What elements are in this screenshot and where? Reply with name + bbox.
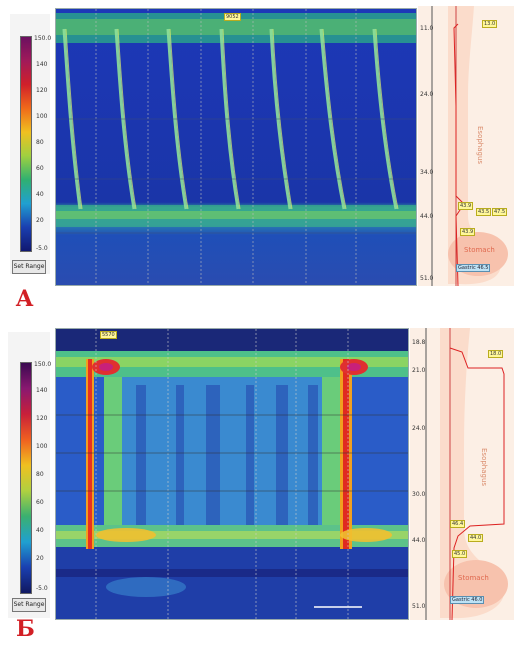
- colorbar-tick: 100: [36, 443, 48, 450]
- pressure-tag: 46.4: [450, 520, 466, 528]
- esophagus-label: Esophagus: [476, 126, 484, 165]
- colorbar-panel-a: 150.0 140 120 100 80 60 40 20 -5.0 Set R…: [10, 14, 52, 274]
- colorbar-tick: 140: [36, 387, 48, 394]
- depth-tick: 18.8: [412, 339, 426, 346]
- colorbar-tick: 140: [36, 61, 48, 68]
- pressure-tag: 43.9: [460, 228, 476, 236]
- depth-tick: 24.0: [420, 91, 434, 98]
- pressure-topography-plot-b: 5570: [55, 328, 409, 620]
- panel-a: 150.0 140 120 100 80 60 40 20 -5.0 Set R…: [0, 0, 524, 312]
- stomach-label: Stomach: [464, 246, 495, 254]
- colorbar-tick: 20: [36, 555, 44, 562]
- colorbar-tick: 80: [36, 471, 44, 478]
- colorbar-tick: 150.0: [34, 361, 52, 368]
- colorbar-tick: 40: [36, 191, 44, 198]
- depth-tick: 30.0: [412, 491, 426, 498]
- depth-tick: 44.0: [420, 213, 434, 220]
- pressure-tag: 47.5: [492, 208, 508, 216]
- depth-tick: 44.0: [412, 537, 426, 544]
- gastric-pressure-box: Gastric 46.0: [450, 596, 485, 604]
- pressure-topography-plot-a: 9052: [55, 8, 417, 286]
- pressure-tag: 44.0: [468, 534, 484, 542]
- pressure-tag: 43.9: [458, 202, 474, 210]
- catheter-schematic-a: 11.0 24.0 34.0 44.0 51.0 13.0 43.9 43.5 …: [418, 6, 514, 286]
- panel-letter-a: A: [16, 286, 34, 312]
- colorbar-tick: 40: [36, 527, 44, 534]
- panel-letter-b: Б: [16, 616, 35, 642]
- set-range-button[interactable]: Set Range: [12, 598, 46, 612]
- colorbar-gradient: [20, 362, 32, 594]
- colorbar-tick: 100: [36, 113, 48, 120]
- colorbar-panel-b: 150.0 140 120 100 80 60 40 20 -5.0 Set R…: [8, 332, 52, 618]
- pressure-tag: 43.5: [476, 208, 492, 216]
- top-marker: 9052: [224, 13, 241, 21]
- colorbar-tick: 60: [36, 165, 44, 172]
- depth-tick: 51.0: [420, 275, 434, 282]
- colorbar-tick: 60: [36, 499, 44, 506]
- top-marker: 5570: [100, 331, 117, 339]
- pressure-tag: 18.0: [488, 350, 504, 358]
- pressure-tag: 13.0: [482, 20, 498, 28]
- colorbar-tick: 150.0: [34, 35, 52, 42]
- stomach-label: Stomach: [458, 574, 489, 582]
- colorbar-tick: -5.0: [36, 585, 48, 592]
- depth-tick: 21.0: [412, 367, 426, 374]
- colorbar-tick: 80: [36, 139, 44, 146]
- panel-b: 150.0 140 120 100 80 60 40 20 -5.0 Set R…: [0, 318, 524, 653]
- depth-tick: 11.0: [420, 25, 434, 32]
- pressure-tag: 45.0: [452, 550, 468, 558]
- colorbar-tick: -5.0: [36, 245, 48, 252]
- esophagus-label: Esophagus: [480, 448, 488, 487]
- gastric-pressure-box: Gastric 46.5: [456, 264, 491, 272]
- depth-tick: 51.0: [412, 603, 426, 610]
- depth-tick: 24.0: [412, 425, 426, 432]
- colorbar-gradient: [20, 36, 32, 252]
- set-range-button[interactable]: Set Range: [12, 260, 46, 274]
- catheter-schematic-b: 18.8 21.0 24.0 30.0 44.0 51.0 18.0 46.4 …: [410, 328, 514, 620]
- colorbar-tick: 20: [36, 217, 44, 224]
- colorbar-tick: 120: [36, 87, 48, 94]
- colorbar-tick: 120: [36, 415, 48, 422]
- depth-tick: 34.0: [420, 169, 434, 176]
